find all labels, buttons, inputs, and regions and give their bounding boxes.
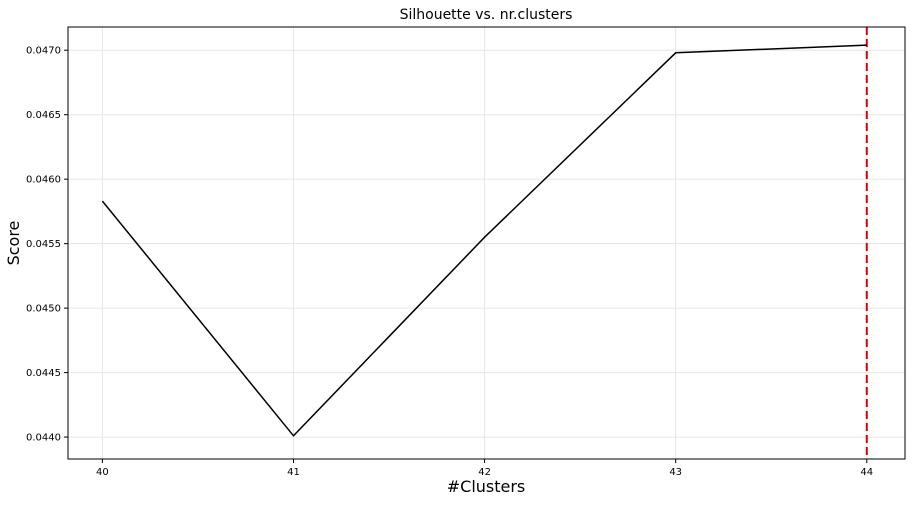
- y-tick-label: 0.0470: [26, 46, 61, 57]
- y-tick-label: 0.0465: [26, 110, 61, 121]
- series-line: [101, 44, 867, 437]
- x-axis-ticks: 40 41 42 43 44: [96, 459, 873, 478]
- y-axis-ticks: 0.0440 0.0445 0.0450 0.0455 0.0460 0.0465 0.04…: [26, 46, 68, 444]
- x-tick-label: 40: [96, 467, 109, 478]
- x-tick-label: 43: [669, 467, 682, 478]
- chart-title: Silhouette vs. nr.clusters: [400, 7, 573, 23]
- x-axis-label: #Clusters: [447, 477, 526, 496]
- y-tick-label: 0.0455: [26, 239, 61, 250]
- y-tick-label: 0.0440: [26, 433, 61, 444]
- y-tick-label: 0.0445: [26, 368, 61, 379]
- x-tick-label: 44: [860, 467, 873, 478]
- x-tick-label: 41: [287, 467, 300, 478]
- x-tick-label: 42: [478, 467, 491, 478]
- plot-frame: [67, 26, 906, 460]
- y-tick-label: 0.0460: [26, 175, 61, 186]
- y-tick-label: 0.0450: [26, 304, 61, 315]
- y-axis-label: Score: [4, 221, 23, 266]
- series-layer: [101, 44, 867, 437]
